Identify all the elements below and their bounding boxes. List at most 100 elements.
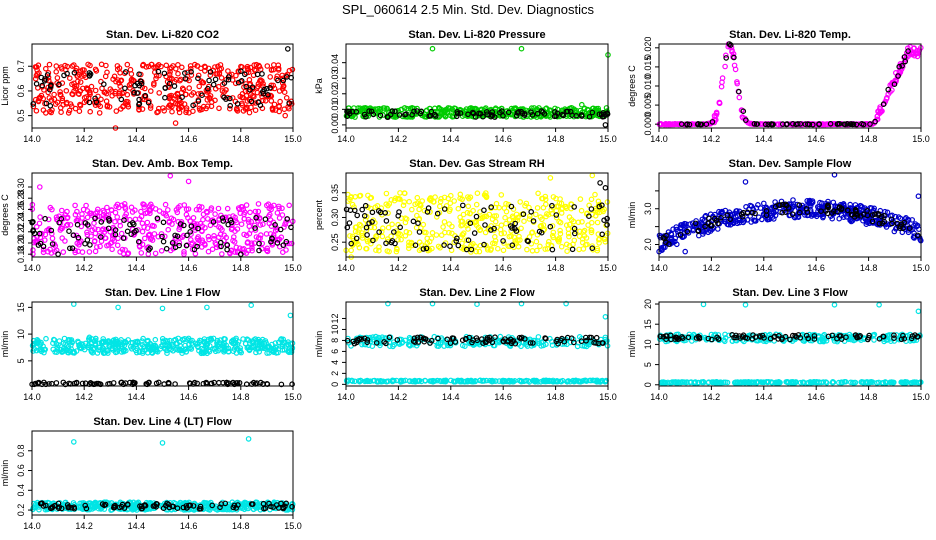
data-point [401,199,408,205]
data-point [238,221,245,228]
data-point [253,215,259,221]
data-point [482,222,488,228]
data-point [136,216,143,222]
data-point [87,210,93,217]
data-point [269,107,276,113]
data-point [541,111,548,117]
x-tick-label: 14.2 [75,134,93,144]
data-point [30,227,37,234]
data-point [274,240,281,246]
x-tick-label: 14.6 [494,263,512,273]
data-point [212,86,219,92]
data-point [219,215,226,221]
data-point [59,97,66,104]
data-point [592,191,598,198]
data-point [190,102,196,109]
data-point [194,235,201,242]
data-point [437,198,444,205]
plot-frame [658,43,922,129]
y-axis-label: kPa [314,78,324,94]
x-tick-label: 14.8 [860,263,878,273]
data-point [155,68,162,75]
data-point [158,248,165,254]
data-point [218,243,224,250]
data-point [167,75,173,81]
data-point [60,249,67,255]
data-point [207,72,214,79]
data-point [169,240,176,246]
data-point [282,112,289,119]
data-point [239,94,245,101]
chart-temp: Stan. Dev. Li-820 Temp.degrees C14.0 14.2… [627,29,930,144]
data-point [279,205,285,212]
data-point [682,248,689,255]
data-point [169,108,175,115]
data-point [281,106,288,113]
data-point [181,249,187,255]
x-tick-label: 14.0 [650,263,668,273]
data-point [579,113,585,119]
data-point [45,248,51,255]
data-point [283,240,289,247]
data-point [604,199,611,205]
data-point [393,248,400,255]
y-tick-label: 0.01 [330,101,340,119]
data-point [286,105,292,112]
data-point [118,230,125,237]
data-point [160,210,167,217]
data-point [48,230,55,237]
data-point [241,216,248,222]
data-point [397,190,403,196]
data-point [146,231,153,238]
data-point [553,113,559,119]
data-point [897,69,904,76]
data-point [39,82,46,89]
data-point [899,63,905,69]
data-point [149,222,156,229]
data-point [207,69,214,75]
x-tick-label: 14.8 [232,134,250,144]
data-point [578,101,585,108]
data-point [62,62,68,69]
data-point [451,198,458,204]
data-point [108,207,115,214]
data-point [98,234,104,240]
data-point [280,84,287,90]
data-point [482,229,489,236]
data-point [72,105,79,112]
data-point [138,250,145,256]
data-point [54,99,61,106]
data-point [147,105,154,111]
x-tick-label: 14.0 [23,263,41,273]
data-point [219,251,225,257]
chart-title: Stan. Dev. Li-820 Pressure [408,29,545,41]
data-point [760,200,767,207]
data-point [251,222,258,229]
data-point [564,108,571,115]
data-point [359,235,366,241]
data-point [446,105,453,112]
y-axis-label: degrees C [0,194,10,236]
data-point [46,86,53,93]
data-point [36,220,43,227]
data-point [238,251,244,258]
data-point [274,226,280,233]
data-point [87,242,93,248]
data-point [389,221,395,228]
data-point [32,238,39,245]
data-point [577,196,584,202]
data-point [433,113,439,119]
data-point [125,250,132,257]
y-tick-label: 5 [16,358,26,363]
data-point [221,94,227,101]
data-point [560,112,567,119]
data-point [204,304,210,311]
data-point [212,97,218,104]
data-point [213,71,219,77]
data-point [114,201,121,208]
data-point [230,237,236,244]
data-point [86,72,93,79]
data-point [141,201,147,208]
